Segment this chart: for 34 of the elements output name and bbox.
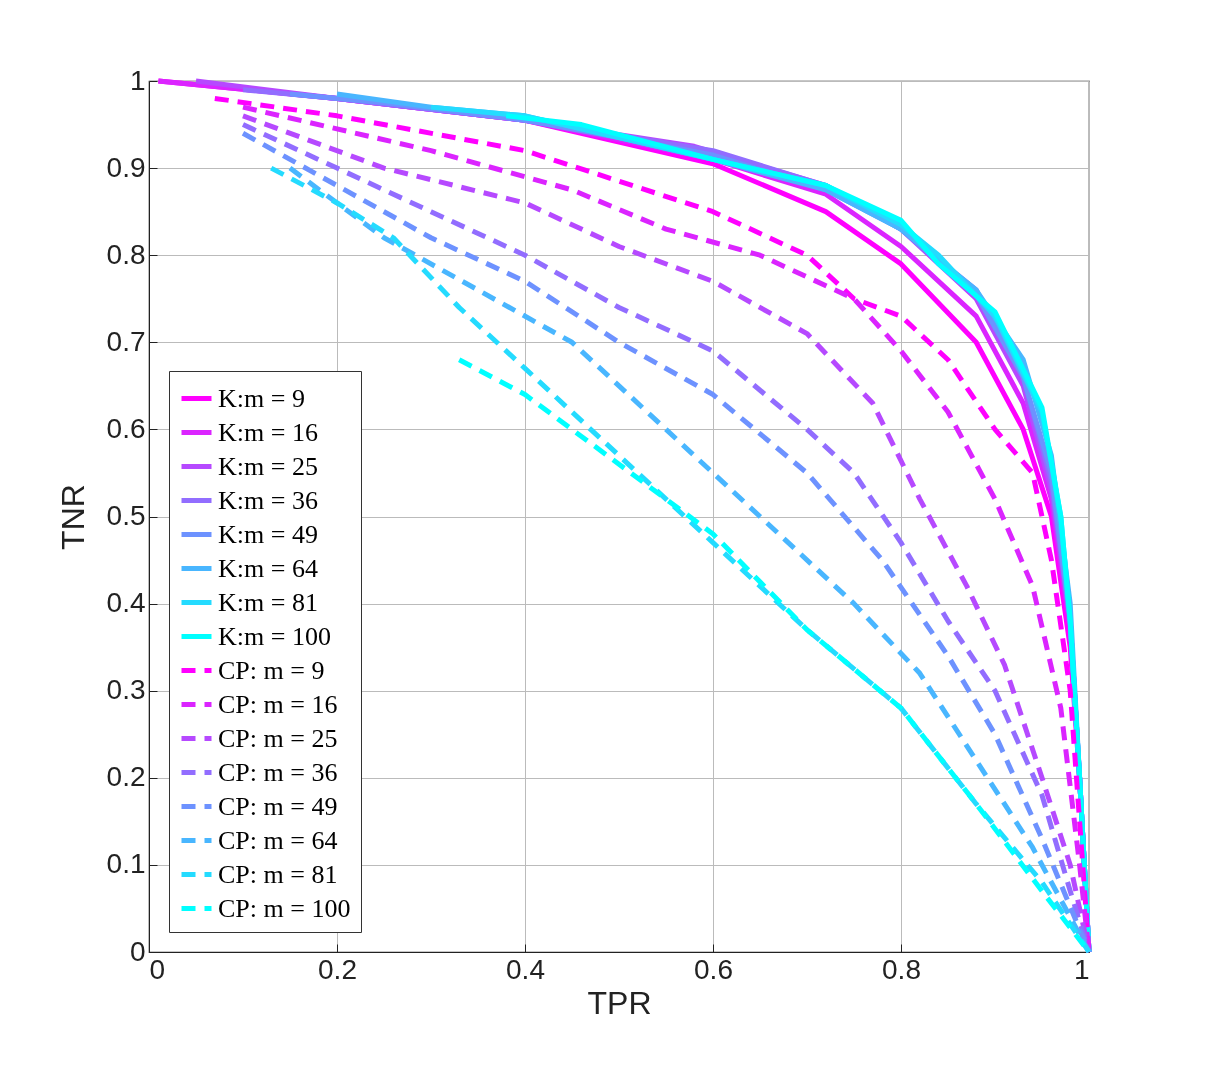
x-tick-label: 0.4 — [506, 953, 545, 985]
x-tick-label: 1 — [1073, 953, 1090, 985]
legend-label: CP: m = 25 — [218, 723, 338, 753]
legend-label: K:m = 25 — [218, 451, 318, 481]
legend-label: K:m = 9 — [218, 383, 305, 413]
y-tick-label: 0.9 — [106, 151, 146, 183]
y-tick-label: 0.4 — [106, 587, 146, 619]
legend-label: CP: m = 9 — [218, 655, 325, 685]
y-tick-label: 0.7 — [106, 325, 146, 357]
legend-label: K:m = 81 — [218, 587, 318, 617]
legend-label: K:m = 100 — [218, 621, 331, 651]
x-tick-label: 0.2 — [318, 953, 357, 985]
legend-label: K:m = 16 — [218, 417, 318, 447]
x-tick-label: 0 — [149, 953, 166, 985]
legend-label: K:m = 64 — [218, 553, 318, 583]
y-tick-label: 0.8 — [106, 238, 146, 270]
y-tick-label: 0.6 — [106, 412, 146, 444]
y-tick-label: 0.5 — [106, 500, 146, 531]
legend-label: CP: m = 64 — [218, 825, 338, 855]
legend-label: CP: m = 81 — [218, 859, 338, 889]
x-axis-title: TPR — [587, 984, 652, 1021]
y-tick-label: 0.1 — [106, 848, 146, 880]
y-tick-label: 0.3 — [106, 674, 146, 706]
legend-label: CP: m = 16 — [218, 689, 338, 719]
y-tick-label: 1 — [129, 64, 146, 96]
y-axis-title: TNR — [54, 484, 91, 550]
legend-label: CP: m = 49 — [218, 791, 338, 821]
legend-label: CP: m = 100 — [218, 893, 351, 923]
x-tick-label: 0.8 — [882, 953, 921, 985]
legend-label: K:m = 49 — [218, 519, 318, 549]
y-tick-label: 0.2 — [106, 761, 146, 793]
x-tick-label: 0.6 — [694, 953, 733, 985]
legend-label: K:m = 36 — [218, 485, 318, 515]
legend-label: CP: m = 36 — [218, 757, 338, 787]
